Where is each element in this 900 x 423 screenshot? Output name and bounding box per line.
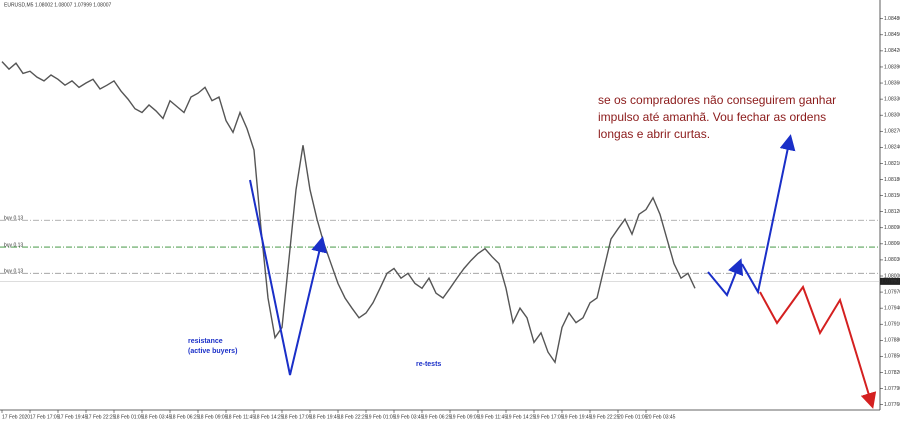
y-tick-label: 1.07790 [884,386,900,392]
y-tick-label: 1.08270 [884,129,900,135]
y-tick-label: 1.07760 [884,402,900,408]
y-tick-label: 1.07940 [884,305,900,311]
x-tick-label: 18 Feb 11:45 [226,414,255,420]
x-tick-label: 18 Feb 09:05 [198,414,228,420]
y-tick-label: 1.08060 [884,241,900,247]
last-price-label: 1.07990 [881,279,899,285]
x-tick-label: 18 Feb 19:45 [310,414,340,420]
x-tick-label: 18 Feb 01:05 [114,414,144,420]
y-tick-label: 1.08420 [884,48,900,54]
x-tick-label: 20 Feb 03:45 [646,414,676,420]
y-tick-label: 1.07880 [884,338,900,344]
y-tick-label: 1.08450 [884,32,900,38]
x-tick-label: 19 Feb 01:05 [366,414,396,420]
x-tick-label: 18 Feb 14:25 [254,414,284,420]
y-tick-label: 1.08120 [884,209,900,215]
x-tick-label: 19 Feb 11:45 [478,414,507,420]
level-label: buy 0.13 [4,216,23,222]
arrow [249,179,328,376]
x-tick-label: 20 Feb 01:05 [618,414,648,420]
y-tick-label: 1.08390 [884,64,900,70]
label: resistance [188,338,223,345]
x-tick-label: 19 Feb 09:05 [450,414,480,420]
label: (active buyers) [188,348,237,355]
arrow [741,134,796,295]
annotation: longas e abrir curtas. [598,127,710,141]
y-tick-label: 1.08210 [884,161,900,167]
x-tick-label: 18 Feb 22:25 [338,414,368,420]
arrow [707,258,744,297]
x-tick-label: 19 Feb 19:45 [562,414,592,420]
y-tick-label: 1.08090 [884,225,900,231]
y-tick-label: 1.08150 [884,193,900,199]
y-tick-label: 1.07970 [884,289,900,295]
y-tick-label: 1.08180 [884,177,900,183]
label: re-tests [416,361,441,368]
x-tick-label: 19 Feb 03:45 [394,414,424,420]
last-price-box [880,277,900,285]
annotation: impulso até amanhã. Vou fechar as ordens [598,110,826,124]
y-tick-label: 1.08240 [884,145,900,151]
level-label: buy 0.13 [4,242,23,248]
x-tick-label: 19 Feb 17:05 [534,414,564,420]
y-tick-label: 1.07850 [884,354,900,360]
y-tick-label: 1.08330 [884,96,900,102]
x-tick-label: 18 Feb 17:05 [282,414,312,420]
annotation: se os compradores não conseguirem ganhar [598,93,836,107]
x-tick-label: 17 Feb 2020 [2,414,30,420]
y-tick-label: 1.08030 [884,257,900,263]
y-tick-label: 1.08300 [884,113,900,119]
x-tick-label: 17 Feb 22:25 [86,414,116,420]
y-tick-label: 1.08000 [884,273,900,279]
x-tick-label: 19 Feb 22:25 [590,414,620,420]
y-tick-label: 1.07910 [884,322,900,328]
chart-title: EURUSD,M5 1.08002 1.08007 1.07999 1.0800… [4,2,112,8]
y-tick-label: 1.08360 [884,80,900,86]
x-tick-label: 19 Feb 06:25 [422,414,452,420]
arrow [759,284,877,409]
x-tick-label: 18 Feb 03:45 [142,414,172,420]
x-tick-label: 17 Feb 17:05 [30,414,60,420]
x-tick-label: 18 Feb 06:25 [170,414,200,420]
x-tick-label: 17 Feb 19:45 [58,414,88,420]
price-line [1,61,696,365]
x-tick-label: 19 Feb 14:25 [506,414,536,420]
level-label: buy 0.13 [4,269,23,275]
y-tick-label: 1.07820 [884,370,900,376]
y-tick-label: 1.08480 [884,16,900,22]
